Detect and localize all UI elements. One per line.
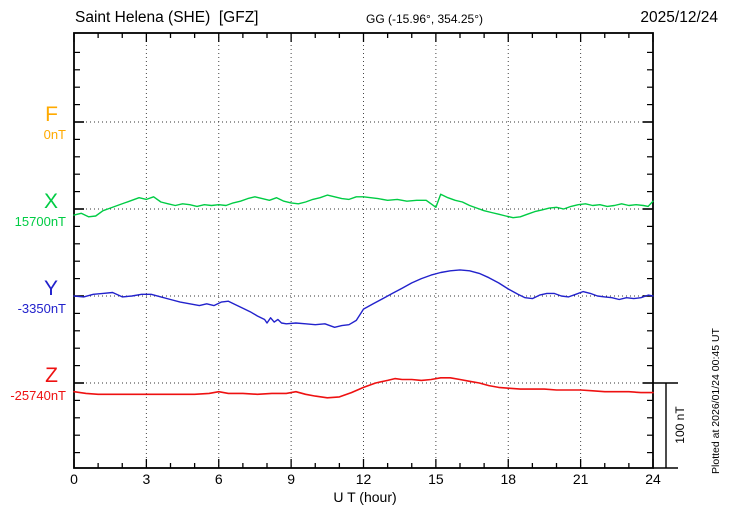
channel-value-X: 15700nT	[14, 214, 66, 229]
x-tick-label-21: 21	[572, 471, 589, 487]
gg-coordinates: GG (-15.96°, 354.25°)	[366, 12, 483, 26]
x-tick-label-18: 18	[500, 471, 517, 487]
channel-letter-X: X	[43, 190, 58, 213]
channel-letter-F: F	[45, 103, 58, 126]
channel-letter-Z: Z	[45, 364, 58, 387]
station-title: Saint Helena (SHE) [GFZ]	[75, 9, 259, 26]
channel-label-X: X 15700nT	[0, 191, 66, 228]
channel-label-Y: Y -3350nT	[0, 278, 66, 315]
x-tick-label-15: 15	[428, 471, 444, 487]
scale-bar-label: 100 nT	[673, 406, 687, 444]
plot-frame	[73, 32, 654, 469]
plotted-at-note: Plotted at 2026/01/24 00:45 UT	[710, 328, 722, 474]
x-tick-label-12: 12	[355, 471, 372, 487]
x-tick-label-24: 24	[645, 471, 661, 487]
channel-label-F: F 0nT	[0, 104, 66, 141]
trace-Z	[73, 376, 654, 399]
channel-value-Y: -3350nT	[17, 301, 66, 316]
channel-letter-Y: Y	[43, 277, 58, 300]
x-tick-label-3: 3	[142, 471, 151, 487]
channel-value-F: 0nT	[43, 127, 66, 142]
channel-label-Z: Z -25740nT	[0, 365, 66, 402]
x-tick-label-6: 6	[214, 471, 223, 487]
plot-date: 2025/12/24	[640, 9, 718, 26]
x-tick-label-0: 0	[70, 471, 78, 487]
trace-X	[73, 193, 654, 219]
x-axis-title: U T (hour)	[333, 489, 397, 505]
x-tick-label-9: 9	[287, 471, 296, 487]
channel-value-Z: -25740nT	[10, 388, 66, 403]
trace-Y	[73, 269, 654, 328]
